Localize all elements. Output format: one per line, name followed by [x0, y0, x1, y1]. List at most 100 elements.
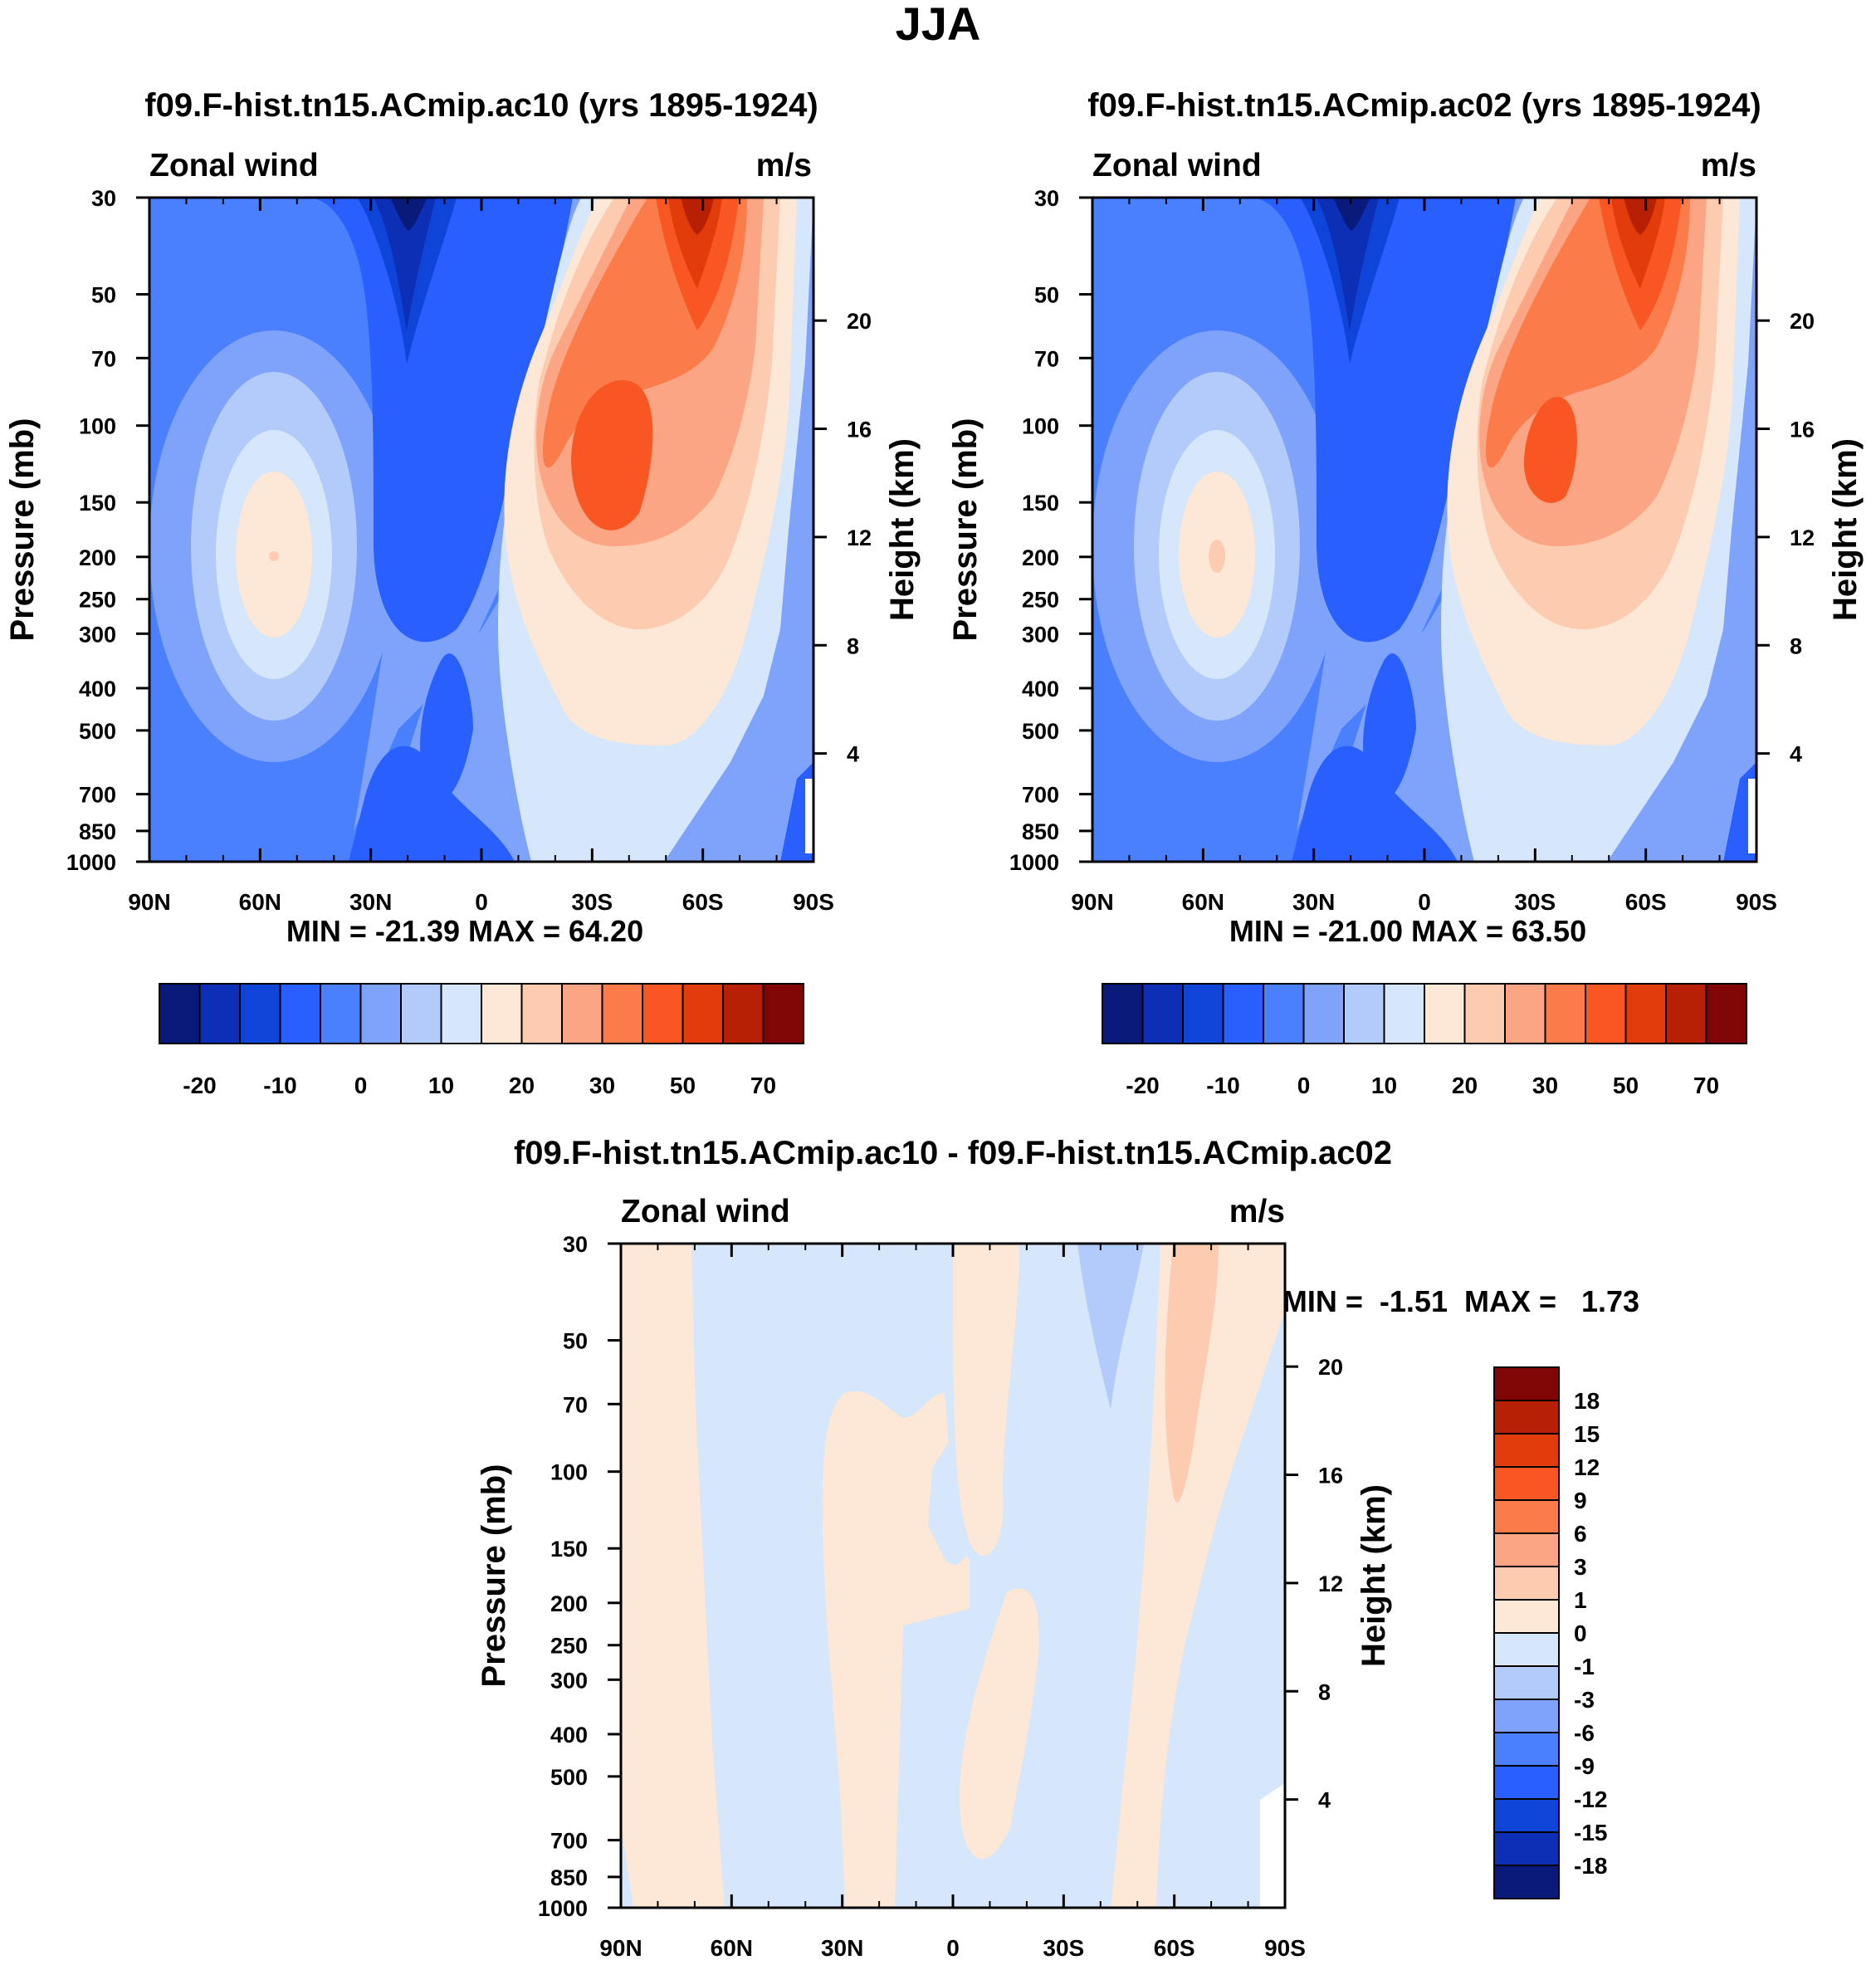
- panel-title: f09.F-hist.tn15.ACmip.ac02 (yrs 1895-192…: [1087, 87, 1761, 124]
- y2-tick-label: 20: [1318, 1355, 1343, 1380]
- colorbar-box: [762, 983, 804, 1044]
- colorbar-label: 0: [1574, 1620, 1587, 1646]
- colorbar-label: 10: [1371, 1073, 1397, 1098]
- colorbar-box: [279, 983, 321, 1044]
- x-tick-label: 30S: [1514, 889, 1556, 915]
- x-tick-label: 30N: [349, 889, 392, 915]
- y-tick-label: 1000: [66, 850, 116, 875]
- y-tick-label: 1000: [1009, 850, 1059, 875]
- y-tick-label: 30: [91, 186, 116, 211]
- colorbar-box: [1493, 1433, 1560, 1468]
- contour-field: [1092, 198, 1756, 862]
- colorbar-box: [722, 983, 765, 1044]
- x-tick-label: 30N: [1292, 889, 1335, 915]
- colorbar-box: [1493, 1632, 1560, 1667]
- y2-tick-label: 12: [1318, 1572, 1343, 1596]
- colorbar-label: 3: [1574, 1554, 1587, 1580]
- y2-tick-label: 16: [847, 418, 872, 442]
- colorbar-box: [359, 983, 402, 1044]
- x-tick-label: 60S: [682, 889, 724, 915]
- colorbar-box: [1493, 1699, 1560, 1733]
- x-tick-label: 90S: [1736, 889, 1777, 915]
- y-tick-label: 850: [1022, 819, 1059, 844]
- x-tick-label: 60N: [239, 889, 281, 915]
- colorbar-box: [1343, 983, 1385, 1044]
- y-tick-label: 250: [550, 1634, 588, 1659]
- x-tick-label: 30S: [1043, 1935, 1084, 1961]
- colorbar-box: [1141, 983, 1184, 1044]
- x-tick-label: 0: [946, 1935, 960, 1961]
- colorbar-box: [1544, 983, 1586, 1044]
- y-tick-label: 70: [91, 346, 116, 371]
- y-tick-label: 400: [1022, 677, 1059, 701]
- y-tick-label: 400: [550, 1723, 588, 1747]
- right-string: m/s: [1701, 148, 1756, 183]
- y-tick-label: 100: [550, 1460, 588, 1485]
- x-tick-label: 0: [1418, 889, 1431, 915]
- colorbar-label: 9: [1574, 1488, 1587, 1513]
- colorbar-box: [1493, 1865, 1560, 1899]
- colorbar-box: [1493, 1831, 1560, 1866]
- colorbar-box: [1493, 1366, 1560, 1401]
- y-tick-label: 200: [79, 545, 116, 570]
- colorbar-label: -3: [1574, 1687, 1595, 1713]
- colorbar-label: 30: [589, 1073, 615, 1098]
- colorbar-box: [1493, 1798, 1560, 1833]
- colorbar-box: [159, 983, 201, 1044]
- colorbar-label: -20: [1126, 1073, 1159, 1098]
- colorbar-label: 30: [1532, 1073, 1558, 1098]
- colorbar-box: [682, 983, 724, 1044]
- x-tick-label: 90N: [128, 889, 170, 915]
- y-tick-label: 30: [563, 1232, 588, 1257]
- stats-label: MIN = -21.39 MAX = 64.20: [286, 914, 643, 948]
- y-tick-label: 300: [550, 1668, 588, 1693]
- y2-tick-label: 4: [1790, 742, 1802, 767]
- y-tick-label: 200: [1022, 545, 1059, 570]
- colorbar-label: 70: [1693, 1073, 1719, 1098]
- y2-tick-label: 4: [847, 742, 859, 767]
- y2-axis-title: Height (km): [1827, 438, 1864, 621]
- colorbar-box: [520, 983, 563, 1044]
- colorbar-label: 50: [670, 1073, 696, 1098]
- y2-tick-label: 12: [1790, 525, 1815, 550]
- left-string: Zonal wind: [621, 1194, 790, 1229]
- contour-field: [621, 1244, 1285, 1908]
- left-string: Zonal wind: [1092, 148, 1262, 183]
- colorbar-box: [1493, 1400, 1560, 1435]
- colorbar-box: [1424, 983, 1466, 1044]
- y-tick-label: 150: [550, 1537, 588, 1562]
- panel-ac02-axes: 90N 60N 30N 0 30S 60S 90S 30 50 70 100 150 200 250 300…: [947, 186, 1864, 948]
- colorbar-box: [1263, 983, 1305, 1044]
- y2-tick-label: 8: [1790, 633, 1802, 658]
- figure-title: JJA: [896, 0, 981, 50]
- colorbar-label: -1: [1574, 1654, 1595, 1679]
- y-tick-label: 700: [79, 783, 116, 808]
- panel-title: f09.F-hist.tn15.ACmip.ac10 (yrs 1895-192…: [144, 87, 818, 124]
- x-tick-label: 60S: [1625, 889, 1667, 915]
- colorbar-box: [601, 983, 643, 1044]
- panel-ac10-colorbar: -20 -10 0 10 20 30 50 70: [159, 983, 804, 1098]
- colorbar-box: [1383, 983, 1425, 1044]
- y2-tick-label: 4: [1318, 1788, 1331, 1813]
- y-tick-label: 300: [1022, 622, 1059, 647]
- y-axis-title: Pressure (mb): [947, 418, 984, 642]
- colorbar-label: 20: [1452, 1073, 1478, 1098]
- x-tick-label: 60N: [1182, 889, 1224, 915]
- colorbar-box: [198, 983, 241, 1044]
- colorbar-box: [1493, 1765, 1560, 1800]
- y-axis-title: Pressure (mb): [4, 418, 41, 642]
- colorbars: -20 -10 0 10 20 30 50 70 -20 -10 0 10 20 30 50 70181512…: [159, 983, 1747, 1899]
- colorbar-label: 0: [354, 1073, 368, 1098]
- y-tick-label: 30: [1034, 186, 1059, 211]
- colorbar-box: [320, 983, 362, 1044]
- x-tick-label: 90S: [1264, 1935, 1306, 1961]
- colorbar-label: 50: [1613, 1073, 1639, 1098]
- panel-diff-colorbar: 18 15 12 9 6 3 1 0 -1 -3 -6 -9 -12 -15 -18: [1493, 1366, 1607, 1899]
- x-tick-label: 90N: [599, 1935, 642, 1961]
- colorbar-box: [1665, 983, 1707, 1044]
- colorbar-label: 12: [1574, 1454, 1600, 1480]
- x-tick-label: 90S: [793, 889, 834, 915]
- y-tick-label: 70: [563, 1392, 588, 1417]
- x-tick-label: 60N: [711, 1935, 753, 1961]
